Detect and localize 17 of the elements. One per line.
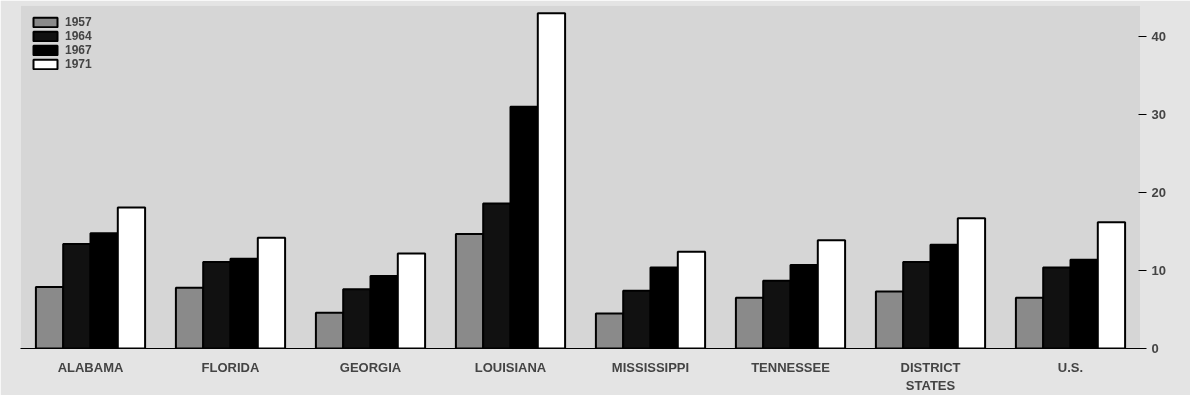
x-tick-label: LOUISIANA [474, 359, 547, 375]
y-tick-label: 30 [1151, 107, 1166, 123]
x-tick-label: TENNESSEE [751, 359, 831, 375]
legend-label: 1964 [65, 29, 92, 43]
y-tick-label: 0 [1151, 341, 1159, 356]
x-tick-label: DISTRICT STATES [900, 359, 961, 393]
y-tick-label: 10 [1151, 263, 1166, 279]
legend-label: 1957 [65, 15, 92, 29]
x-tick-label: U.S. [1057, 359, 1084, 375]
y-tick-label: 20 [1151, 185, 1166, 201]
legend-label: 1971 [65, 57, 92, 71]
y-tick-label: 40 [1151, 29, 1166, 45]
x-tick-label: GEORGIA [339, 359, 402, 375]
legend-label: 1967 [65, 43, 92, 57]
x-tick-label: ALABAMA [57, 359, 124, 375]
x-tick-label: MISSISSIPPI [611, 359, 690, 375]
x-tick-label: FLORIDA [201, 359, 260, 375]
